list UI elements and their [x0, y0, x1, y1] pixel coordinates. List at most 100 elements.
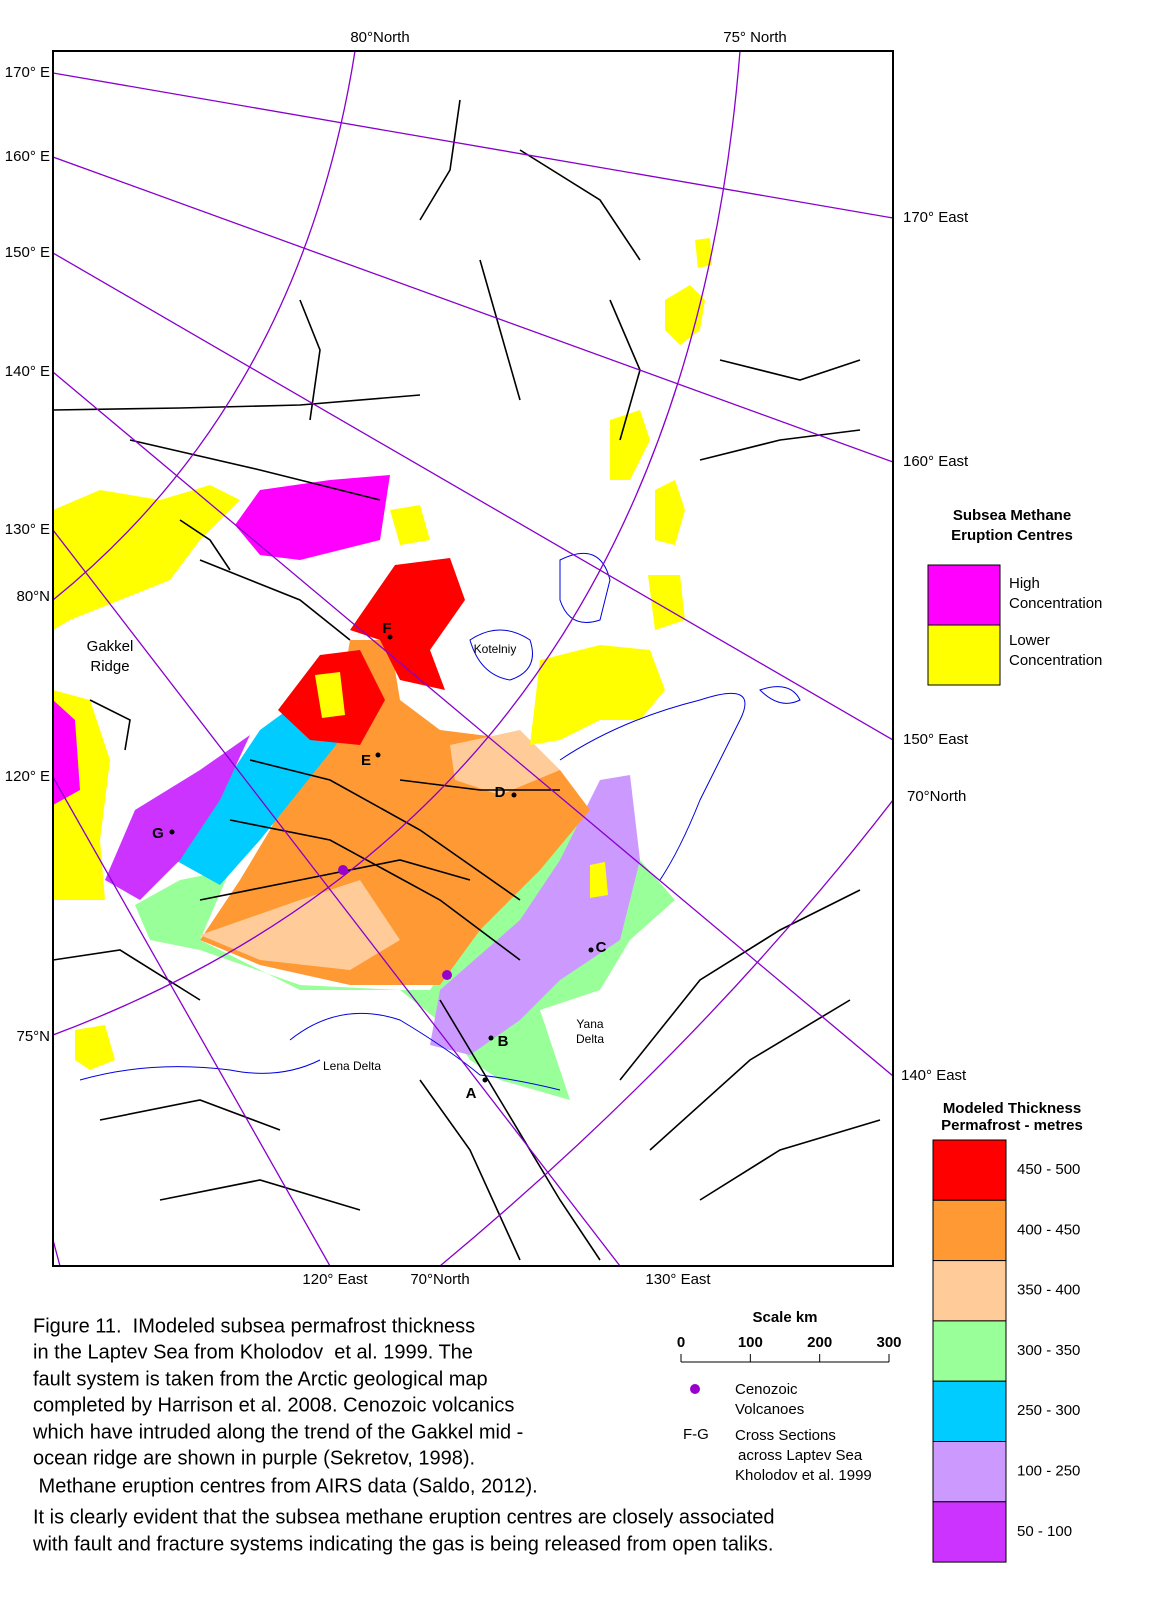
lon-label: 130° E — [5, 521, 50, 538]
zone — [450, 730, 560, 795]
methane-zone — [53, 485, 240, 630]
point-label: D — [495, 784, 506, 801]
scale-title: Scale km — [752, 1309, 817, 1326]
zone — [105, 735, 250, 900]
scale-tick-label: 100 — [738, 1334, 763, 1351]
legend-label: Concentration — [1009, 652, 1102, 669]
legend-swatch — [932, 1441, 1007, 1503]
zone — [350, 558, 465, 690]
section-point — [375, 752, 381, 758]
point-label: B — [498, 1033, 509, 1050]
methane-zone — [75, 1025, 115, 1070]
legend-label: 100 - 250 — [1017, 1462, 1080, 1479]
key-code: F-G — [683, 1426, 709, 1443]
legend-swatch — [932, 1501, 1007, 1563]
lon-label: 150° E — [5, 244, 50, 261]
methane-legend: Subsea Methane Eruption Centres High Con… — [927, 507, 1102, 686]
lon-label: 140° E — [5, 363, 50, 380]
key-label: across Laptev Sea — [738, 1447, 863, 1464]
legend-title: Subsea Methane — [953, 507, 1071, 524]
map: A B C D E F G — [53, 51, 893, 1266]
zone — [200, 880, 400, 970]
caption-line: It is clearly evident that the subsea me… — [33, 1506, 775, 1528]
lon-label: 160° East — [903, 453, 969, 470]
graticule — [53, 51, 893, 1266]
methane-zone — [590, 862, 608, 898]
caption-line: with fault and fracture systems indicati… — [32, 1533, 773, 1555]
scale-bar: Scale km 0 100 200 300 — [677, 1309, 902, 1363]
lon-label: 150° East — [903, 731, 969, 748]
lon-label: 170° E — [5, 64, 50, 81]
caption-line: Figure 11. IModeled subsea permafrost th… — [33, 1315, 475, 1337]
section-point — [588, 947, 594, 953]
caption-line: in the Laptev Sea from Kholodov et al. 1… — [33, 1341, 473, 1363]
methane-zone — [390, 505, 430, 545]
lon-label: 170° East — [903, 209, 969, 226]
point-label: E — [361, 752, 371, 769]
lat-label: 75°N — [16, 1028, 50, 1045]
legend-swatch — [927, 564, 1001, 626]
point-label: G — [152, 825, 164, 842]
zone — [430, 775, 640, 1055]
map-frame — [52, 50, 894, 1267]
section-point — [169, 829, 175, 835]
caption: Figure 11. IModeled subsea permafrost th… — [32, 1315, 775, 1555]
key-label: Kholodov et al. 1999 — [735, 1467, 872, 1484]
thickness-legend: Modeled Thickness Permafrost - metres 45… — [932, 1100, 1083, 1563]
key: Cenozoic Volcanoes F-G Cross Sections ac… — [683, 1381, 872, 1484]
methane-zone — [530, 645, 665, 745]
key-label: Cross Sections — [735, 1427, 836, 1444]
zone — [200, 640, 590, 985]
methane-zone — [53, 700, 80, 805]
lon-label: 140° East — [901, 1067, 967, 1084]
place-label: Delta — [576, 1032, 604, 1046]
legend-label: 450 - 500 — [1017, 1161, 1080, 1178]
legend-swatch — [927, 624, 1001, 686]
legend-label: Lower — [1009, 632, 1050, 649]
scale-tick-label: 300 — [876, 1334, 901, 1351]
points: A B C D E F G — [152, 620, 606, 1102]
legend-label: Concentration — [1009, 595, 1102, 612]
methane-zone — [648, 575, 685, 630]
lon-label: 120° East — [302, 1271, 368, 1288]
legend-label: 400 - 450 — [1017, 1221, 1080, 1238]
lat-label: 80°North — [350, 29, 409, 46]
legend-swatch — [932, 1260, 1007, 1322]
map-bg — [53, 51, 893, 1266]
scale-tick-label: 200 — [807, 1334, 832, 1351]
legend-swatch — [932, 1199, 1007, 1262]
methane-zone — [695, 238, 712, 268]
key-label: Cenozoic — [735, 1381, 798, 1398]
point-label: A — [466, 1085, 477, 1102]
legend-title: Permafrost - metres — [941, 1117, 1083, 1134]
caption-line: which have intruded along the trend of t… — [32, 1421, 523, 1443]
section-point — [488, 1035, 494, 1041]
legend-label: 350 - 400 — [1017, 1282, 1080, 1299]
lat-label: 70°North — [907, 788, 966, 805]
place-label: Yana — [576, 1017, 603, 1031]
methane-zone — [315, 672, 345, 718]
lon-label: 120° E — [5, 768, 50, 785]
lon-label: 130° East — [645, 1271, 711, 1288]
place-label: Gakkel — [87, 638, 134, 655]
section-point — [387, 634, 393, 640]
legend-swatch — [932, 1139, 1007, 1201]
legend-title: Eruption Centres — [951, 527, 1073, 544]
legend-label: 250 - 300 — [1017, 1402, 1080, 1419]
place-label: Kotelniy — [474, 642, 517, 656]
legend-label: 300 - 350 — [1017, 1342, 1080, 1359]
legend-label: 50 - 100 — [1017, 1523, 1072, 1540]
section-point — [482, 1077, 488, 1083]
place-label: Ridge — [90, 658, 129, 675]
caption-line: ocean ridge are shown in purple (Sekreto… — [33, 1447, 475, 1469]
caption-line: fault system is taken from the Arctic ge… — [33, 1368, 488, 1390]
methane-zone — [235, 475, 390, 560]
caption-line: completed by Harrison et al. 2008. Cenoz… — [33, 1394, 514, 1416]
methane-zone — [610, 410, 650, 480]
scale-tick-label: 0 — [677, 1334, 685, 1351]
lon-label: 160° E — [5, 148, 50, 165]
lat-label: 80°N — [16, 588, 50, 605]
volcano — [338, 865, 348, 875]
point-label: F — [382, 620, 391, 637]
